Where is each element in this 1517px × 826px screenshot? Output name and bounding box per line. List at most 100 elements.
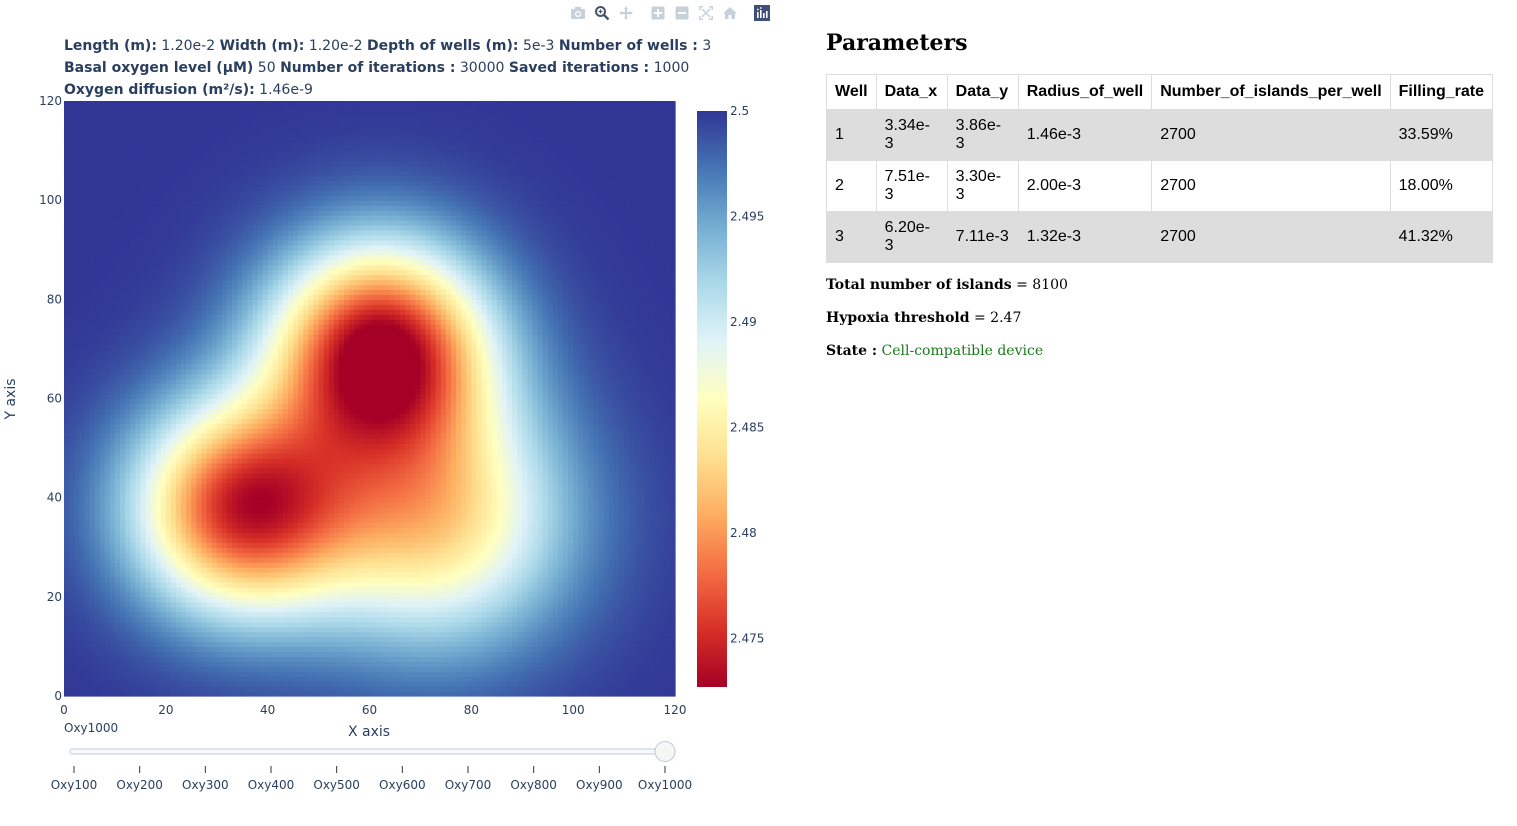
heatmap-cell <box>74 686 80 692</box>
heatmap-cell <box>608 676 615 682</box>
heatmap-cell <box>547 512 554 519</box>
heatmap-cell <box>293 676 299 682</box>
heatmap-cell <box>659 666 666 672</box>
heatmap-cell <box>150 681 157 687</box>
heatmap-cell <box>634 651 640 657</box>
pan-button[interactable] <box>614 4 638 22</box>
heatmap-cell <box>64 557 70 563</box>
heatmap-cell <box>583 681 590 687</box>
heatmap-cell <box>272 686 279 692</box>
heatmap-cell <box>252 507 259 514</box>
heatmap-cell <box>389 681 396 687</box>
zoom-button[interactable] <box>590 4 614 22</box>
heatmap-cell <box>79 686 85 692</box>
heatmap-cell <box>196 567 203 573</box>
heatmap-cell <box>517 666 523 672</box>
heatmap-cell <box>120 656 126 662</box>
heatmap-cell <box>445 581 452 588</box>
heatmap-cell <box>654 517 661 524</box>
heatmap-cell <box>338 497 345 504</box>
heatmap-cell <box>196 487 203 494</box>
heatmap-cell <box>186 562 192 568</box>
heatmap-cell <box>99 577 106 583</box>
heatmap-cell <box>288 666 294 672</box>
heatmap-cell <box>364 502 371 509</box>
heatmap-cells[interactable] <box>64 101 676 697</box>
heatmap-cell <box>211 641 218 648</box>
heatmap-cell <box>170 527 177 533</box>
heatmap-cell <box>277 606 284 613</box>
heatmap-cell <box>216 542 223 548</box>
reset-axes-button[interactable] <box>718 4 742 22</box>
heatmap-cell <box>354 651 360 657</box>
heatmap-cell <box>394 517 401 524</box>
heatmap-cell <box>247 641 253 648</box>
heatmap-cell <box>308 691 315 697</box>
heatmap-cell <box>69 666 75 672</box>
heatmap-cell <box>288 611 294 618</box>
heatmap-cell <box>130 606 136 613</box>
heatmap-cell <box>293 572 299 578</box>
heatmap-cell <box>552 492 559 499</box>
heatmap-cell <box>94 497 101 504</box>
heatmap-cell <box>532 577 539 583</box>
heatmap-cell <box>170 572 177 578</box>
heatmap-cell <box>450 646 457 652</box>
heatmap-cell <box>445 646 452 652</box>
heatmap-cell <box>201 502 208 509</box>
autoscale-button[interactable] <box>694 4 718 22</box>
download-plot-button[interactable] <box>566 4 590 22</box>
heatmap-cell <box>435 547 442 553</box>
heatmap-cell <box>445 586 452 593</box>
heatmap-cell <box>104 656 111 662</box>
heatmap-cell <box>176 616 182 623</box>
heatmap-cell <box>186 621 192 628</box>
heatmap-cell <box>135 542 141 548</box>
heatmap-cell <box>649 567 656 573</box>
heatmap-cell <box>435 586 442 593</box>
heatmap-cell <box>288 572 294 578</box>
heatmap-cell <box>186 596 192 603</box>
heatmap-cell <box>221 512 228 519</box>
heatmap-cell <box>206 686 213 692</box>
heatmap-cell <box>425 616 432 623</box>
heatmap-cell <box>176 606 182 613</box>
depth-value: 5e-3 <box>522 38 555 54</box>
heatmap-cell <box>323 691 330 697</box>
heatmap-cell <box>252 497 259 504</box>
heatmap-cell <box>196 611 203 618</box>
heatmap-cell <box>120 641 126 648</box>
heatmap-cell <box>359 651 366 657</box>
heatmap-cell <box>405 502 411 509</box>
heatmap-cell <box>211 492 218 499</box>
heatmap-cell <box>181 572 187 578</box>
zoom-out-button[interactable] <box>670 4 694 22</box>
zoom-in-button[interactable] <box>646 4 670 22</box>
heatmap-cell <box>369 626 376 633</box>
heatmap-cell <box>94 691 101 697</box>
heatmap-cell <box>201 631 208 638</box>
heatmap-cell <box>114 562 121 568</box>
heatmap-cell <box>201 487 208 494</box>
heatmap-cell <box>277 586 284 593</box>
heatmap-cell <box>578 517 584 524</box>
heatmap-cell <box>288 641 294 648</box>
heatmap-cell <box>94 507 101 514</box>
heatmap-cell <box>267 517 274 524</box>
heatmap-cell <box>176 577 182 583</box>
heatmap-cell <box>527 651 534 657</box>
heatmap-cell <box>598 547 605 553</box>
heatmap-cell <box>252 537 259 543</box>
heatmap-cell <box>135 567 141 573</box>
heatmap-cell <box>369 676 376 682</box>
heatmap-cell <box>257 522 264 529</box>
heatmap-cell <box>232 562 238 568</box>
heatmap-cell <box>552 621 559 628</box>
heatmap-cell <box>593 577 600 583</box>
heatmap-cell <box>84 532 91 538</box>
heatmap-cell <box>247 581 253 588</box>
plotly-logo-button[interactable] <box>750 4 774 22</box>
heatmap-cell <box>145 691 152 697</box>
heatmap-cell <box>456 591 462 598</box>
